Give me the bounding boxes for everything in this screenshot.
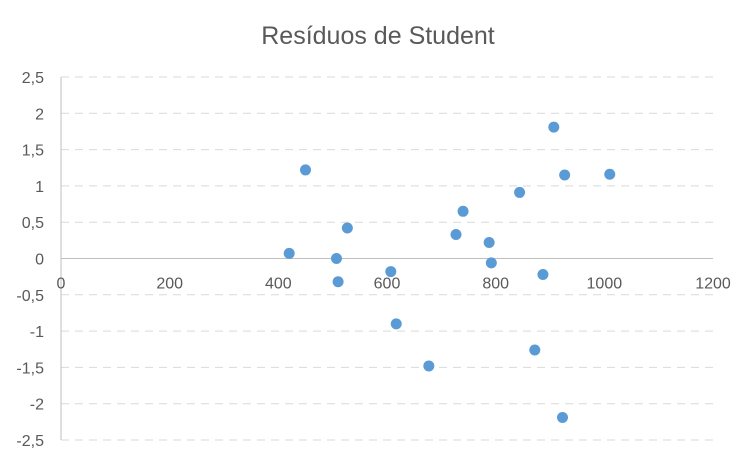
y-tick-label: -1: [30, 324, 44, 341]
y-tick-label: 0: [35, 252, 44, 269]
y-tick-label: -2,5: [16, 433, 44, 450]
x-tick-label: 600: [374, 276, 401, 293]
gridlines: [61, 76, 713, 441]
data-point: [604, 168, 616, 180]
data-point: [457, 205, 469, 217]
y-tick-label: 0,5: [22, 215, 44, 232]
data-point: [483, 237, 495, 249]
x-tick-label: 1000: [587, 276, 623, 293]
data-point: [330, 253, 342, 264]
data-point: [341, 222, 353, 234]
data-point: [529, 344, 541, 356]
data-point: [548, 121, 560, 133]
data-point: [423, 360, 435, 372]
data-point: [300, 164, 311, 176]
data-point: [556, 411, 568, 423]
data-point: [390, 318, 402, 330]
data-point: [385, 266, 397, 278]
data-point: [332, 276, 344, 288]
x-tick-label: 800: [482, 276, 509, 293]
chart-title: Resíduos de Student: [261, 22, 495, 50]
data-point: [485, 257, 497, 269]
y-tick-label: 2,5: [22, 70, 44, 87]
data-point: [559, 169, 571, 181]
x-tick-label: 0: [57, 276, 66, 293]
y-tick-label: 2: [35, 106, 44, 123]
data-point: [537, 268, 549, 280]
y-tick-label: -1,5: [16, 360, 44, 377]
y-tick-label: 1,5: [22, 143, 44, 160]
x-tick-labels: 0 200 400 600 800 1000 1200: [57, 276, 731, 293]
y-tick-labels: 2,5 2 1,5 1 0,5 0 -0,5 -1 -1,5 -2 -2,5: [16, 70, 44, 450]
axes: [60, 77, 713, 440]
y-tick-label: -0,5: [16, 288, 44, 305]
x-tick-label: 200: [156, 276, 183, 293]
x-tick-label: 400: [265, 276, 292, 293]
data-point: [283, 247, 295, 259]
data-point: [450, 229, 462, 241]
data-point: [514, 186, 526, 198]
x-tick-label: 1200: [695, 276, 731, 293]
y-tick-label: 1: [35, 179, 44, 196]
data-points: [283, 121, 616, 423]
y-tick-label: -2: [30, 397, 44, 414]
